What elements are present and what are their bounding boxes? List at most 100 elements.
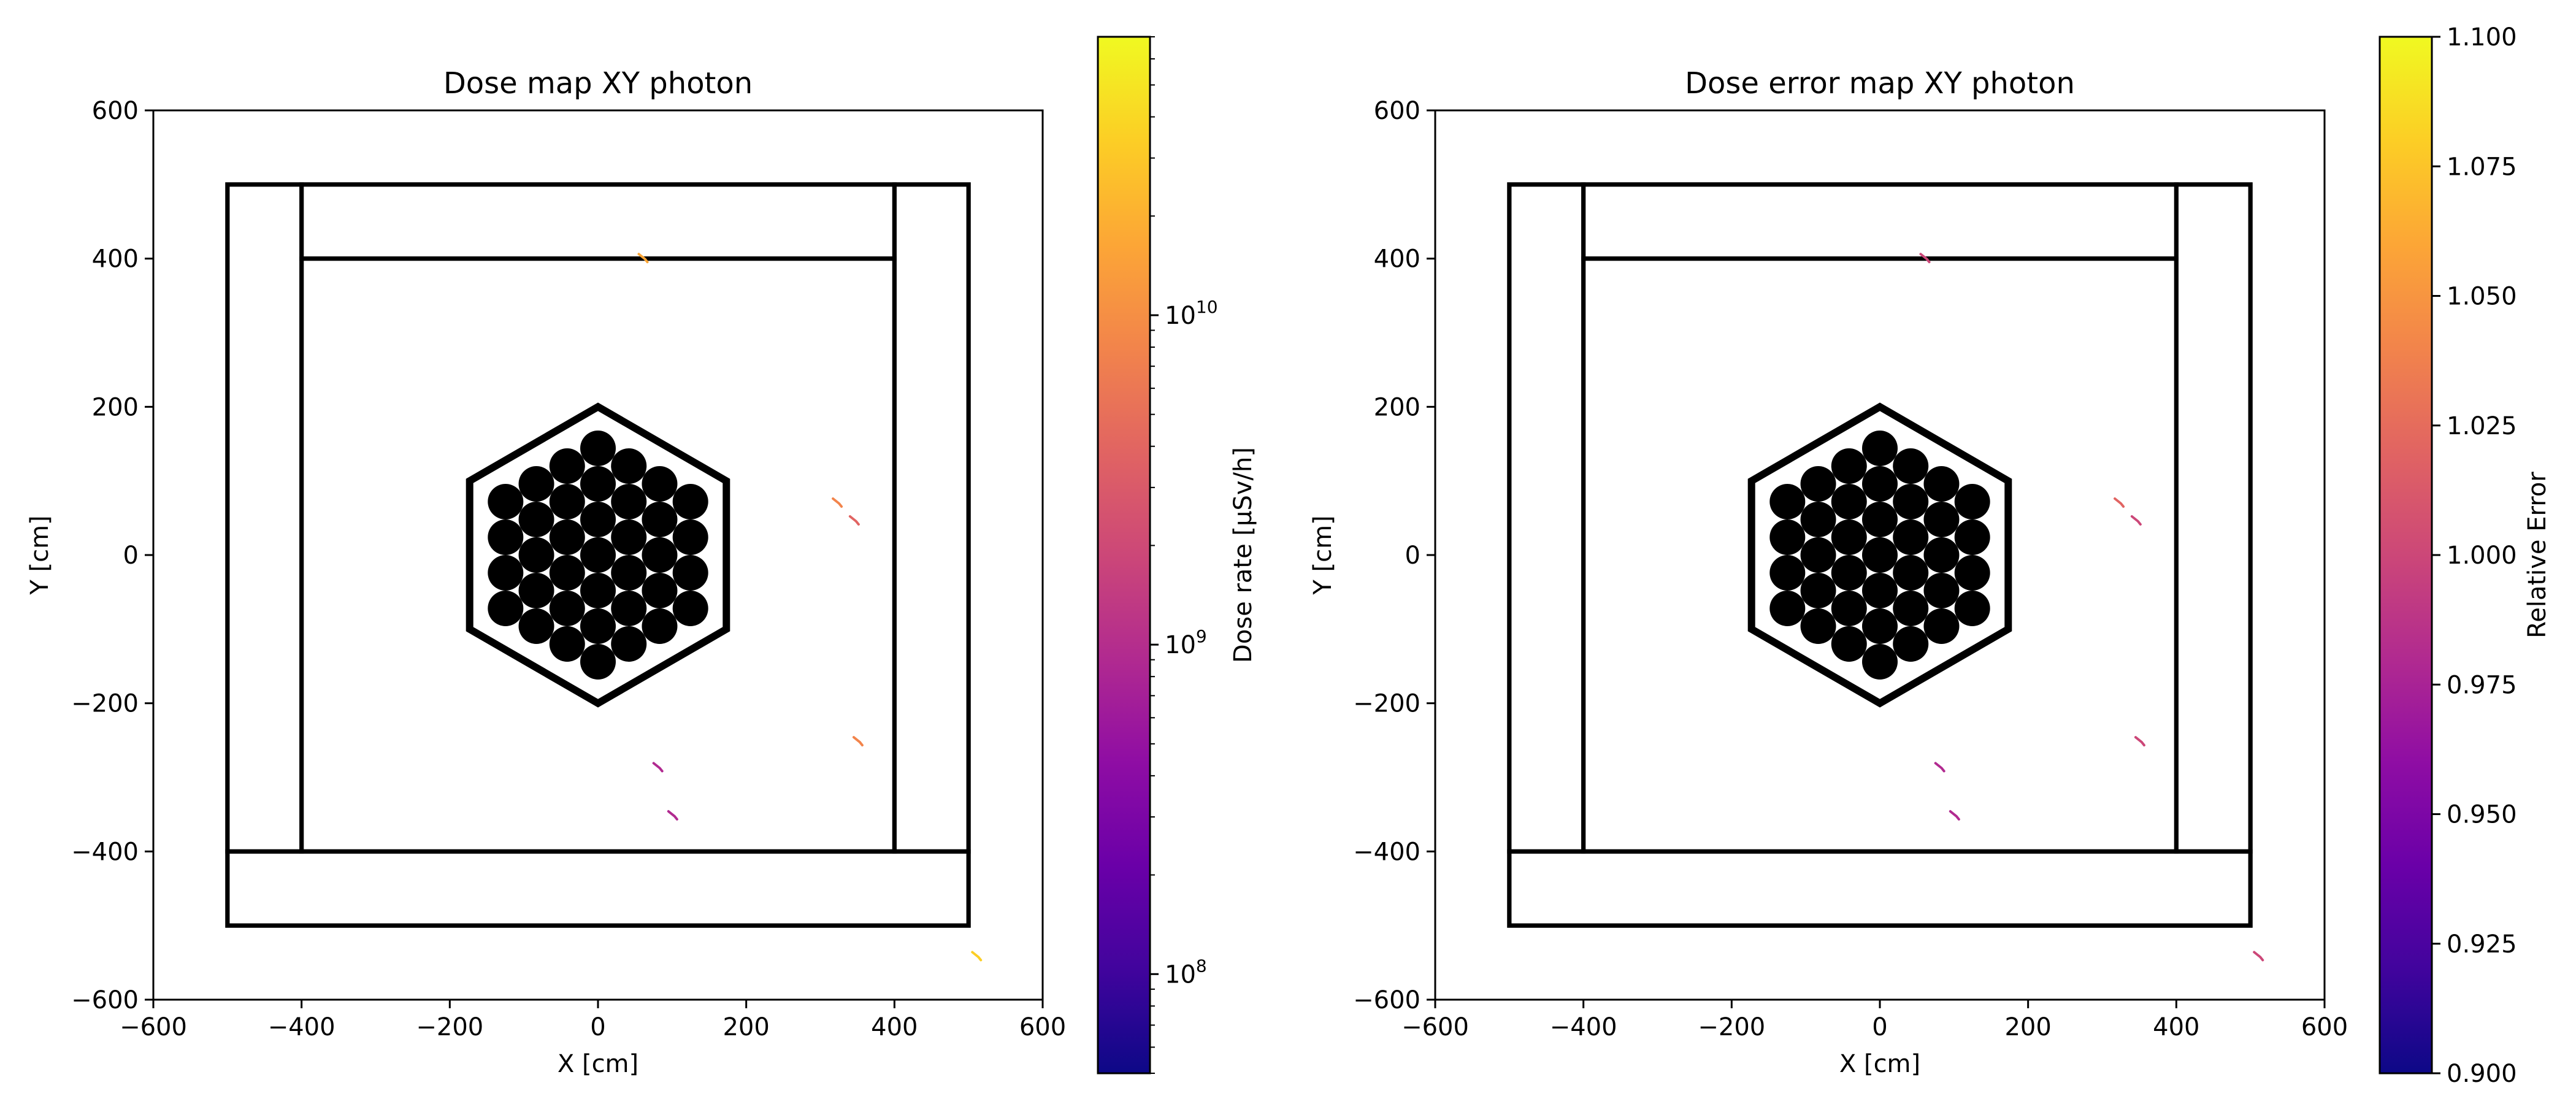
fuel-rod <box>518 573 554 608</box>
fuel-rod <box>1862 573 1898 608</box>
y-tick-label: −600 <box>71 986 139 1014</box>
fuel-rod <box>1923 502 1960 537</box>
colorbar: 1.100 1.075 1.050 1.025 1.000 0.975 0.950 0.925… <box>2379 23 2551 1088</box>
fuel-rod <box>1769 519 1806 555</box>
fuel-rod <box>1923 573 1960 608</box>
y-tick-label: 0 <box>1405 542 1420 570</box>
fuel-rod <box>1893 519 1929 555</box>
y-tick-label: −200 <box>71 690 139 718</box>
x-tick-label: −400 <box>1550 1013 1617 1041</box>
colorbar-tick-base: 10 <box>1165 631 1196 659</box>
colorbar-tick-label: 109 <box>1165 626 1207 659</box>
dose-hotspot <box>667 810 678 821</box>
fuel-rod <box>1831 484 1867 519</box>
colorbar-label: Relative Error <box>2523 472 2551 638</box>
x-tick-label: 0 <box>590 1013 605 1041</box>
y-tick-label: −600 <box>1353 986 1420 1014</box>
fuel-rod <box>580 431 616 466</box>
x-tick-label: −600 <box>1401 1013 1469 1041</box>
y-axis-ticks: 600 400 200 0 −200 −400 −600 <box>71 97 153 1014</box>
colorbar-tick-label: 0.925 <box>2447 930 2517 959</box>
y-tick-label: −400 <box>1353 838 1420 866</box>
fuel-rod <box>672 484 708 519</box>
dose-hotspot <box>832 497 843 508</box>
colorbar-tick-label: 0.975 <box>2447 671 2517 699</box>
colorbar-tick-label: 1.100 <box>2447 23 2517 52</box>
x-axis-label: X [cm] <box>558 1050 638 1078</box>
fuel-rod <box>611 484 647 519</box>
colorbar-tick-label: 1.075 <box>2447 153 2517 181</box>
fuel-rod <box>1800 537 1836 573</box>
fuel-rod <box>580 573 616 608</box>
dose-hotspot <box>652 762 664 773</box>
y-tick-label: −200 <box>1353 690 1420 718</box>
hotspot-layer <box>1919 253 2264 962</box>
y-tick-label: 0 <box>123 542 139 570</box>
x-tick-label: −400 <box>268 1013 335 1041</box>
fuel-rod <box>549 555 585 591</box>
dose-hotspot <box>852 736 864 747</box>
wall-outline <box>1507 849 2253 928</box>
fuel-rod <box>672 555 708 591</box>
fuel-rod <box>1800 466 1836 502</box>
dose-map-panel: Dose map XY photon −600 −400 −200 0 200 400 60… <box>26 36 1257 1078</box>
fuel-rod <box>1954 591 1990 626</box>
fuel-rod <box>642 573 678 608</box>
fuel-rod <box>1862 608 1898 644</box>
colorbar-tick-exponent: 8 <box>1196 956 1207 976</box>
fuel-rod <box>549 626 585 662</box>
dose-hotspot <box>2134 736 2145 747</box>
colorbar-label: Dose rate [μSv/h] <box>1229 447 1257 663</box>
y-axis-ticks: 600 400 200 0 −200 −400 −600 <box>1353 97 1435 1014</box>
fuel-rod <box>1769 591 1806 626</box>
fuel-rod <box>580 466 616 502</box>
fuel-rod <box>1769 555 1806 591</box>
dose-hotspot <box>2130 515 2142 526</box>
fuel-rod <box>580 537 616 573</box>
fuel-rod <box>1893 591 1929 626</box>
fuel-rod <box>1893 484 1929 519</box>
dose-hotspot <box>1949 810 1960 821</box>
fuel-rod <box>580 644 616 680</box>
fuel-rod <box>611 591 647 626</box>
y-axis-label: Y [cm] <box>26 515 54 595</box>
dose-hotspot <box>1934 762 1945 773</box>
fuel-rod <box>1923 537 1960 573</box>
fuel-rod <box>1923 466 1960 502</box>
y-tick-label: 400 <box>92 245 139 274</box>
hotspot-layer <box>637 253 983 962</box>
colorbar-tick-exponent: 9 <box>1196 626 1207 646</box>
colorbar-tick-base: 10 <box>1165 302 1196 330</box>
fuel-rod <box>518 608 554 644</box>
fuel-rod <box>1831 555 1867 591</box>
fuel-rod <box>1893 626 1929 662</box>
x-tick-label: −600 <box>120 1013 187 1041</box>
chart-title: Dose map XY photon <box>443 66 753 101</box>
fuel-rod <box>488 591 524 626</box>
fuel-rod <box>1800 573 1836 608</box>
x-tick-label: 600 <box>1019 1013 1066 1041</box>
x-tick-label: 400 <box>871 1013 918 1041</box>
fuel-rod <box>549 484 585 519</box>
x-axis-ticks: −600 −400 −200 0 200 400 600 <box>120 1000 1066 1041</box>
fuel-rod <box>549 519 585 555</box>
chart-title: Dose error map XY photon <box>1685 66 2075 101</box>
fuel-rod <box>518 537 554 573</box>
fuel-rod <box>580 502 616 537</box>
fuel-rod <box>1800 608 1836 644</box>
fuel-rod <box>1923 608 1960 644</box>
colorbar-gradient <box>1097 36 1151 1074</box>
fuel-rod <box>1831 519 1867 555</box>
wall-outline <box>225 849 971 928</box>
fuel-rod <box>611 626 647 662</box>
fuel-rod <box>1954 484 1990 519</box>
dose-hotspot <box>2253 951 2264 962</box>
y-tick-label: 200 <box>92 393 139 421</box>
colorbar-tick-exponent: 10 <box>1196 297 1218 317</box>
dose-hotspot <box>2114 497 2125 508</box>
y-axis-label: Y [cm] <box>1309 515 1337 595</box>
colorbar-ticks: 1.100 1.075 1.050 1.025 1.000 0.975 0.950 0.925… <box>2432 23 2517 1088</box>
